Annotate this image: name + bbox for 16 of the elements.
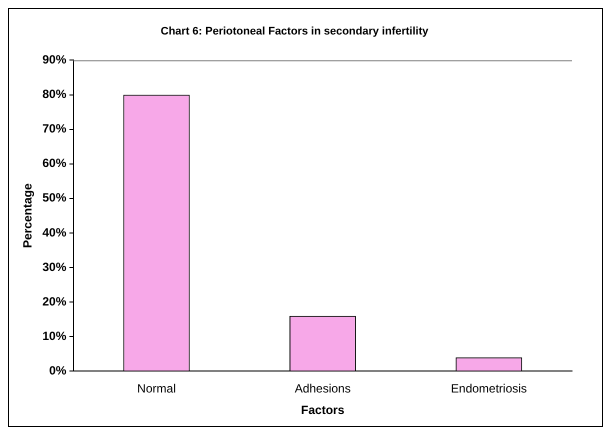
y-tick-label: 60% [42, 156, 67, 170]
x-tick-label: Adhesions [294, 382, 351, 396]
y-tick-label: 20% [42, 294, 67, 308]
x-tick-label: Normal [137, 382, 176, 396]
y-tick-label: 30% [42, 260, 67, 274]
y-tick-label: 90% [42, 52, 67, 67]
y-axis-title: Percentage [20, 183, 35, 248]
y-tick-label: 80% [42, 87, 67, 102]
y-tick-label: 50% [42, 190, 67, 205]
chart-title: Chart 6: Periotoneal Factors in secondary infertility [160, 26, 430, 38]
y-tick-label: 10% [42, 328, 67, 343]
x-axis-title: Factors [301, 403, 345, 418]
x-tick-label: Endometriosis [450, 382, 527, 396]
y-tick-label: 0% [49, 364, 67, 378]
y-tick-label: 70% [42, 122, 67, 136]
y-tick-label: 40% [42, 225, 67, 240]
